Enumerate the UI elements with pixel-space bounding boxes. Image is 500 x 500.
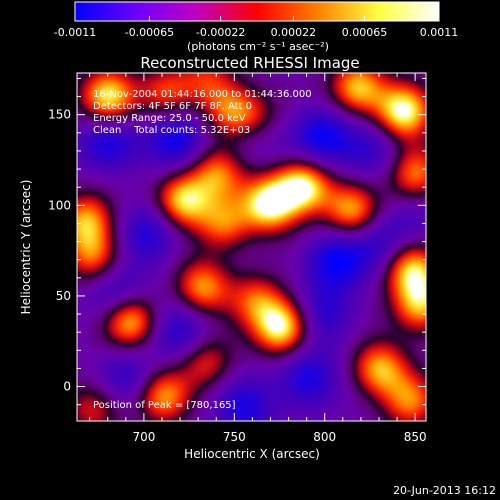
y-tick-label: 150 xyxy=(48,108,71,122)
annotation-block: 16-Nov-2004 01:44:16.000 to 01:44:36.000… xyxy=(93,89,312,136)
colorbar-tick-label: 0.00022 xyxy=(271,26,317,39)
peak-position-label: Position of Peak = [780,165] xyxy=(93,400,236,411)
heatmap-image xyxy=(77,73,426,421)
annotation-time: 16-Nov-2004 01:44:16.000 to 01:44:36.000 xyxy=(93,89,312,100)
annotation-detectors: Detectors: 4F 5F 6F 7F 8F, Att 0 xyxy=(93,101,252,112)
y-axis: 0 50 100 150 xyxy=(48,77,426,406)
x-axis-label: Heliocentric X (arcsec) xyxy=(184,447,320,461)
y-tick-label: 100 xyxy=(48,198,71,212)
x-tick-label: 800 xyxy=(313,430,336,444)
annotation-energy: Energy Range: 25.0 - 50.0 keV xyxy=(93,113,246,124)
x-axis: 700 750 800 850 xyxy=(89,73,427,444)
colorbar-tick-label: 0.0011 xyxy=(420,26,459,39)
colorbar-tick-label: -0.00022 xyxy=(196,26,245,39)
x-tick-label: 850 xyxy=(404,430,427,444)
plot-frame xyxy=(76,72,427,422)
x-tick-label: 750 xyxy=(223,430,246,444)
colorbar-ticks: -0.0011 -0.00065 -0.00022 0.00022 0.00065 0.0… xyxy=(54,16,458,39)
colorbar-strip xyxy=(74,1,440,22)
y-axis-label: Heliocentric Y (arcsec) xyxy=(19,180,33,315)
colorbar-units-label: (photons cm⁻² s⁻¹ asec⁻²) xyxy=(187,40,329,53)
x-tick-label: 700 xyxy=(132,430,155,444)
annotation-clean: Clean Total counts: 5.32E+03 xyxy=(93,125,250,136)
y-tick-label: 50 xyxy=(56,289,71,303)
colorbar-tick-label: -0.0011 xyxy=(54,26,96,39)
footer-timestamp: 20-Jun-2013 16:12 xyxy=(393,484,496,497)
colorbar: -0.0011 -0.00065 -0.00022 0.00022 0.00065 0.0… xyxy=(54,1,458,53)
chart-title: Reconstructed RHESSI Image xyxy=(140,54,359,72)
colorbar-tick-label: 0.00065 xyxy=(342,26,388,39)
heatmap-canvas xyxy=(77,73,426,421)
colorbar-tick-label: -0.00065 xyxy=(125,26,174,39)
y-tick-label: 0 xyxy=(63,380,71,394)
